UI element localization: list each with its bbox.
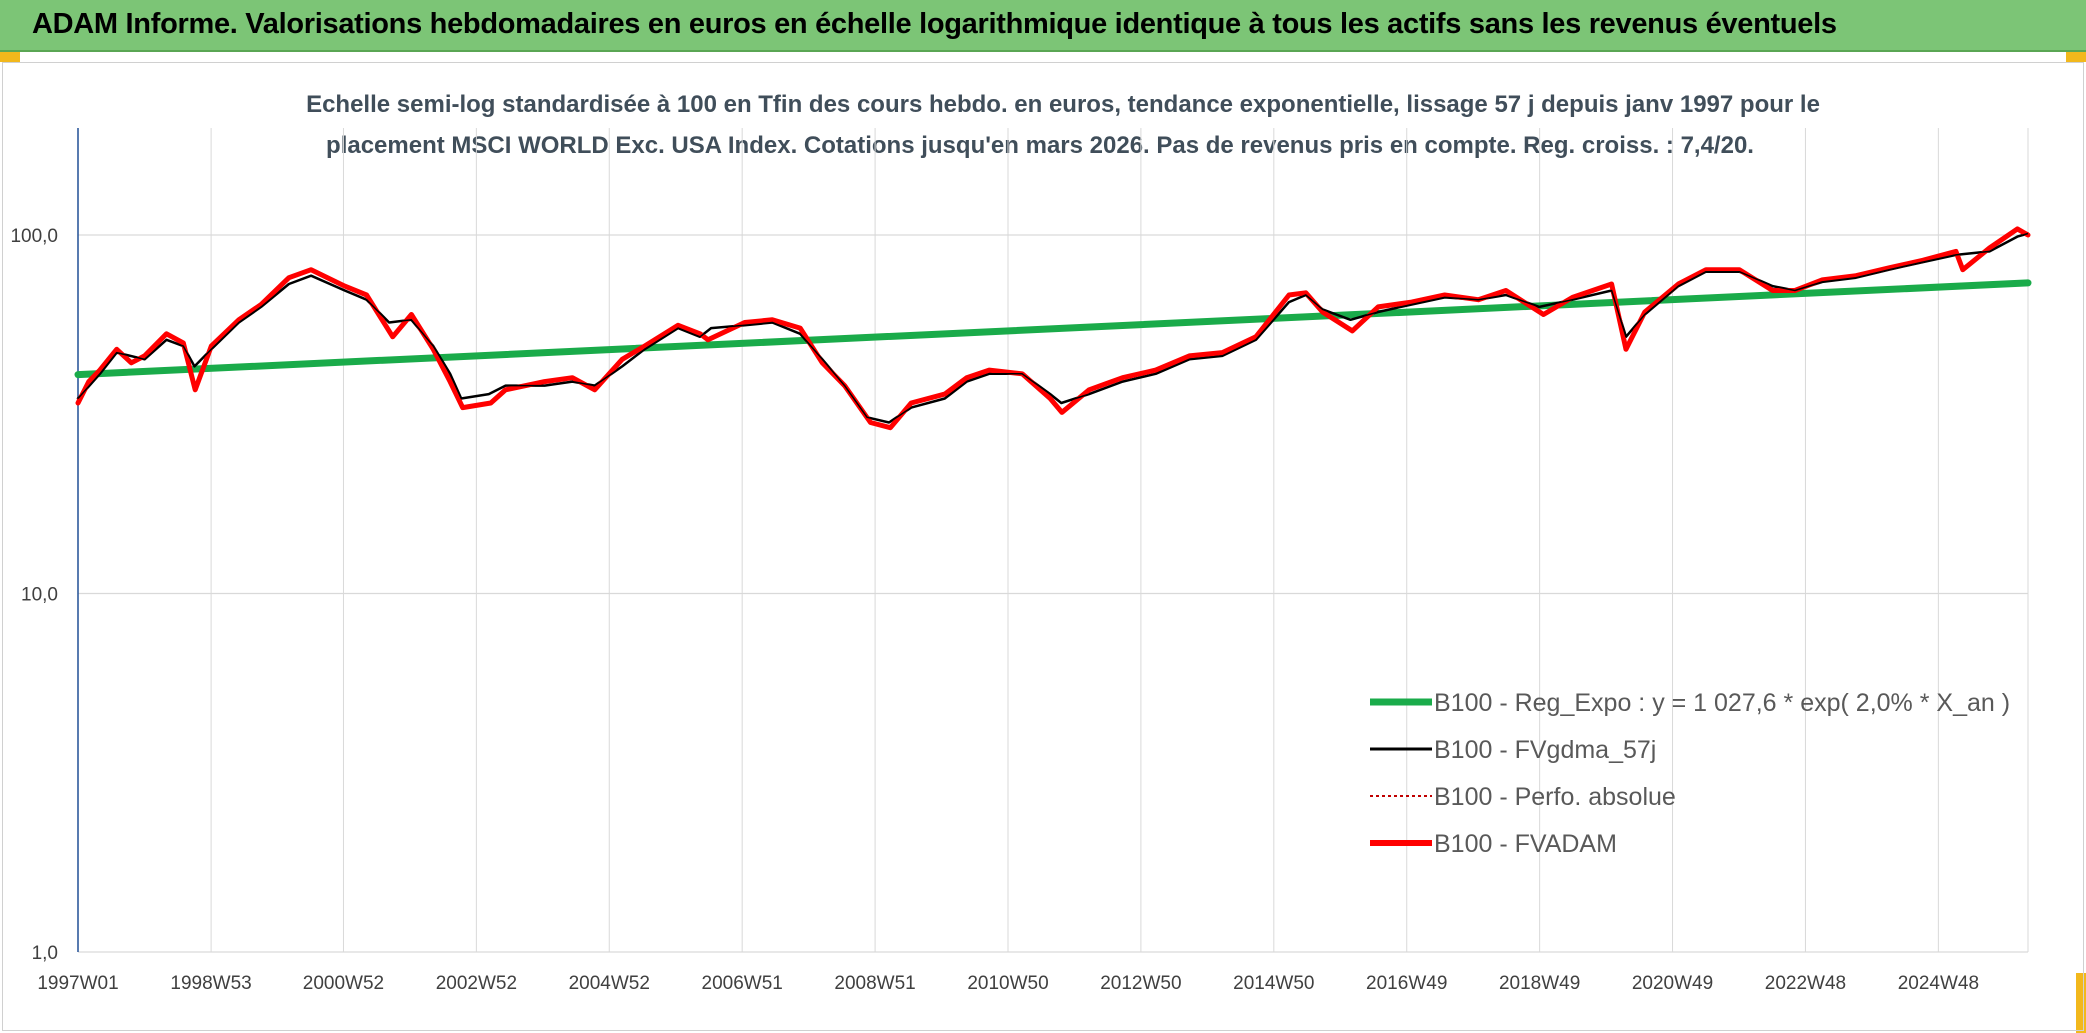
legend-label: B100 - FVgdma_57j (1434, 736, 1656, 764)
page-title: ADAM Informe. Valorisations hebdomadaire… (32, 8, 1837, 40)
x-tick-label: 2006W51 (702, 973, 783, 994)
series-fvgdma-57j-overlay (77, 232, 2029, 424)
y-tick-label: 100,0 (10, 226, 58, 247)
x-tick-label: 2010W50 (967, 973, 1048, 994)
legend-label: B100 - FVADAM (1434, 830, 1617, 858)
x-tick-label: 2000W52 (303, 973, 384, 994)
y-tick-labels: 1,0 10,0 100,0 (10, 226, 58, 964)
chart-frame (2, 62, 2084, 1031)
x-tick-label: 2012W50 (1100, 973, 1181, 994)
x-tick-label: 1998W53 (170, 973, 251, 994)
y-tick-label: 10,0 (21, 585, 58, 606)
grid-lines (77, 128, 2029, 953)
series-layer (74, 226, 2032, 431)
x-tick-labels: 1997W01 1998W53 2000W52 2002W52 2004W52 2006W… (37, 973, 1979, 994)
legend: B100 - Reg_Expo : y = 1 027,6 * exp( 2,0… (1370, 689, 2010, 858)
chart-title-line-2: placement MSCI WORLD Exc. USA Index. Cot… (326, 132, 1754, 159)
x-tick-label: 2004W52 (569, 973, 650, 994)
x-tick-label: 2002W52 (436, 973, 517, 994)
x-tick-label: 1997W01 (37, 973, 118, 994)
x-tick-label: 2018W49 (1499, 973, 1580, 994)
corner-marker-top-left (0, 52, 20, 62)
chart-title-line-1: Echelle semi-log standardisée à 100 en T… (306, 91, 1820, 118)
y-tick-label: 1,0 (32, 943, 58, 964)
x-tick-label: 2008W51 (834, 973, 915, 994)
legend-label: B100 - Reg_Expo : y = 1 027,6 * exp( 2,0… (1434, 689, 2010, 717)
corner-marker-top-right (2066, 52, 2086, 62)
x-tick-label: 2020W49 (1632, 973, 1713, 994)
x-tick-label: 2016W49 (1366, 973, 1447, 994)
x-tick-label: 2024W48 (1898, 973, 1979, 994)
header-banner: ADAM Informe. Valorisations hebdomadaire… (0, 0, 2086, 52)
x-tick-label: 2014W50 (1233, 973, 1314, 994)
series-fvadam (75, 226, 2031, 431)
legend-label: B100 - Perfo. absolue (1434, 783, 1676, 811)
series-reg-expo (74, 279, 2032, 379)
corner-marker-bottom-right (2076, 973, 2086, 1033)
x-tick-label: 2022W48 (1765, 973, 1846, 994)
